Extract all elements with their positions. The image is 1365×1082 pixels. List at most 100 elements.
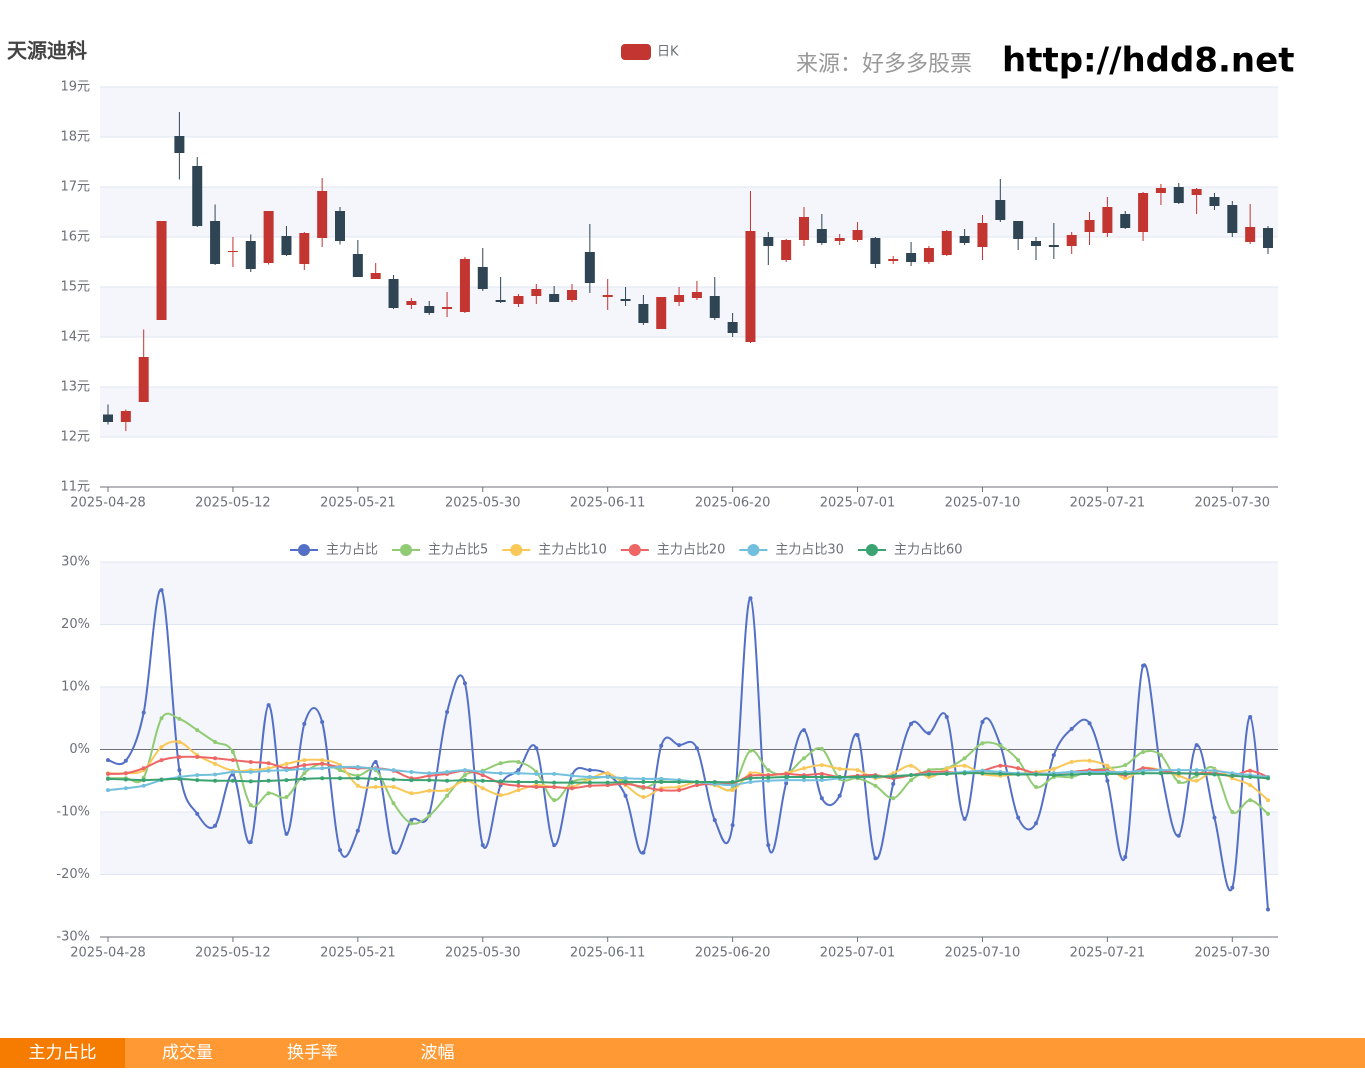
point	[391, 768, 396, 773]
x-tick-label: 2025-07-30	[1195, 946, 1271, 961]
point	[1016, 758, 1021, 763]
point	[873, 783, 878, 788]
candle-body	[120, 411, 131, 422]
candle-body	[192, 166, 203, 226]
candle-body	[1066, 235, 1077, 246]
point	[284, 761, 289, 766]
point	[373, 776, 378, 781]
legend-label: 主力占比10	[538, 543, 607, 558]
candle-body	[406, 301, 417, 305]
point	[909, 721, 914, 726]
x-tick-label: 2025-07-30	[1195, 496, 1271, 511]
point	[944, 771, 949, 776]
point	[1194, 768, 1199, 773]
point	[1212, 772, 1217, 777]
point	[659, 776, 664, 781]
point	[427, 771, 432, 776]
point	[516, 771, 521, 776]
point	[891, 774, 896, 779]
point	[1051, 773, 1056, 778]
tab[interactable]: 成交量	[162, 1043, 213, 1063]
series-line	[107, 772, 1269, 784]
candle-body	[352, 254, 363, 277]
point	[266, 778, 271, 783]
point	[837, 766, 842, 771]
point	[819, 771, 824, 776]
point	[106, 776, 110, 781]
candle-body	[210, 221, 221, 264]
point	[694, 783, 699, 788]
point	[159, 588, 164, 593]
point	[498, 793, 503, 798]
point	[748, 776, 753, 781]
tab[interactable]: 波幅	[420, 1043, 455, 1063]
point	[605, 771, 610, 776]
x-tick-label: 2025-05-30	[445, 946, 521, 961]
legend-label: 主力占比60	[894, 543, 963, 558]
point	[1034, 785, 1038, 789]
candle-body	[691, 292, 702, 298]
point	[409, 821, 414, 826]
candle-body	[1173, 187, 1184, 203]
point	[302, 771, 307, 776]
candle-body	[1227, 205, 1238, 233]
candle-body	[103, 414, 113, 422]
candle-body	[1191, 189, 1202, 195]
point	[1034, 821, 1038, 826]
legend-swatch	[865, 544, 878, 556]
candle-body	[156, 221, 167, 320]
point	[480, 778, 485, 783]
candle-body	[531, 289, 542, 296]
y-tick-label: 15元	[60, 280, 90, 295]
split-area	[100, 687, 1278, 750]
point	[266, 761, 271, 766]
point	[462, 768, 467, 773]
point	[391, 777, 396, 782]
source: 来源：好多多股票	[796, 52, 972, 77]
point	[819, 763, 824, 768]
point	[587, 780, 592, 785]
point	[962, 763, 967, 768]
candle-body	[174, 136, 185, 153]
point	[1266, 811, 1270, 816]
point	[1016, 815, 1021, 820]
point	[1248, 768, 1253, 773]
tab[interactable]: 主力占比	[0, 1038, 125, 1068]
point	[266, 703, 271, 708]
tab[interactable]: 换手率	[287, 1043, 338, 1063]
point	[1230, 773, 1235, 778]
point	[748, 748, 753, 753]
series-line	[107, 588, 1269, 910]
x-tick-label: 2025-07-01	[820, 496, 896, 511]
candle-body	[424, 306, 435, 313]
point	[106, 788, 110, 793]
point	[445, 710, 450, 714]
candle-body	[227, 251, 238, 252]
point	[230, 770, 235, 774]
point	[802, 775, 806, 779]
point	[659, 780, 664, 784]
point	[837, 793, 842, 798]
point	[730, 788, 735, 793]
point	[1176, 833, 1181, 838]
point	[534, 780, 539, 784]
point	[962, 816, 967, 821]
point	[605, 780, 610, 785]
point	[677, 743, 682, 748]
point	[284, 768, 289, 773]
point	[213, 756, 218, 761]
x-tick-label: 2025-05-12	[195, 496, 271, 511]
point	[302, 766, 307, 771]
candle-body	[317, 191, 328, 238]
point	[998, 771, 1003, 776]
y-tick-label: 30%	[61, 555, 90, 570]
point	[1105, 763, 1110, 768]
point	[587, 775, 592, 779]
x-tick-label: 2025-04-28	[70, 496, 146, 511]
point	[891, 796, 896, 801]
point	[159, 716, 164, 721]
candle-body	[959, 236, 970, 243]
point	[248, 779, 253, 784]
point	[1158, 771, 1163, 776]
point	[213, 772, 218, 777]
